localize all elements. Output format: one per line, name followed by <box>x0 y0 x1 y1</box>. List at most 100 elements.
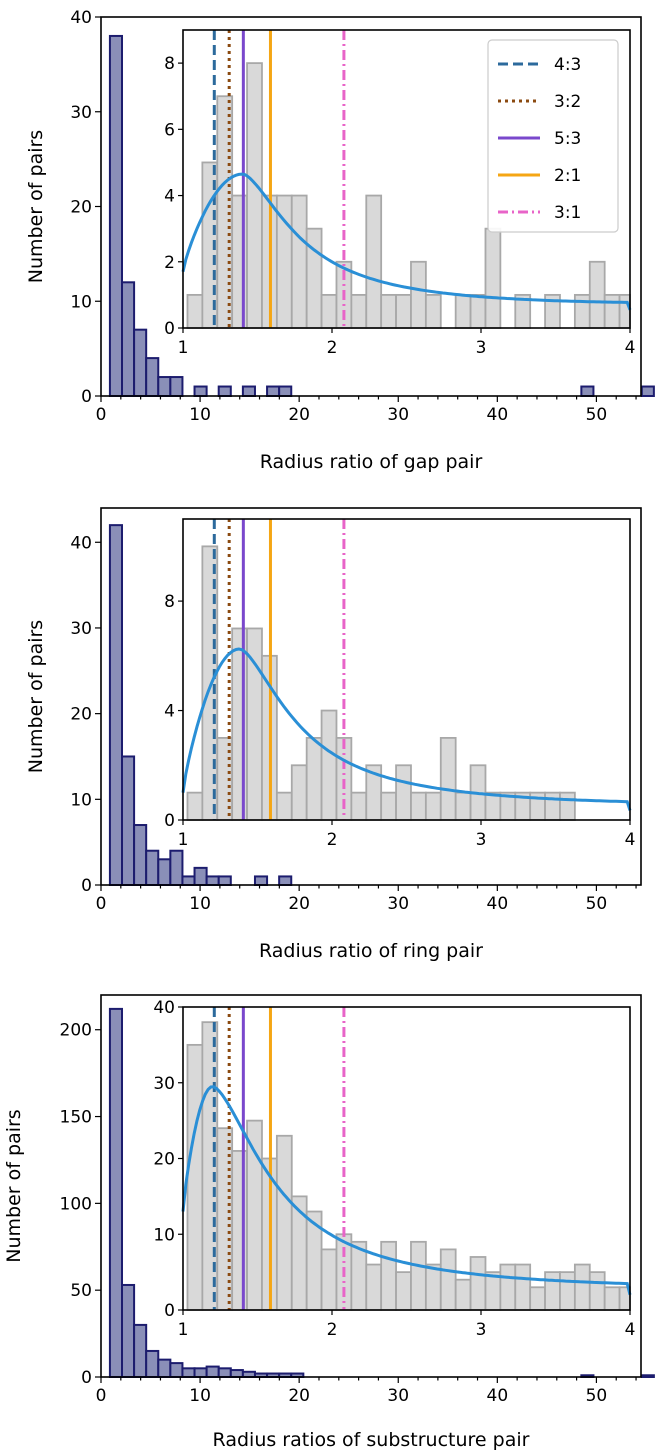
inset-x-tick-label: 4 <box>625 1320 636 1340</box>
histogram-bar <box>145 1349 160 1379</box>
histogram-bar <box>253 875 269 887</box>
x-tick-label: 30 <box>387 405 409 425</box>
histogram-bar <box>121 1283 136 1379</box>
inset-histogram-bar <box>424 791 442 821</box>
legend-box <box>487 39 619 233</box>
inset-y-tick-label: 8 <box>164 592 175 612</box>
inset-histogram-bar <box>469 293 487 329</box>
inset-histogram-bar <box>305 227 323 329</box>
inset-histogram-bar <box>320 293 338 329</box>
inset-frame <box>182 518 631 821</box>
inset-x-tick-label: 2 <box>327 338 338 358</box>
inset-y-tick-label: 10 <box>153 1225 175 1245</box>
inset-histogram-bar <box>573 293 591 329</box>
inset-histogram-bar <box>275 1134 293 1311</box>
y-tick-label: 10 <box>70 292 92 312</box>
inset-x-tick-label: 3 <box>476 338 487 358</box>
y-tick-label: 0 <box>81 387 92 407</box>
inset-y-tick-label: 0 <box>164 319 175 339</box>
inset-histogram-bar <box>514 1263 532 1311</box>
histogram-bar <box>157 1358 172 1378</box>
inset-x-tick-label: 4 <box>625 338 636 358</box>
x-axis-label: Radius ratio of ring pair <box>259 940 483 962</box>
inset-histogram-bar <box>410 791 427 821</box>
x-tick-label: 40 <box>487 1386 509 1406</box>
inset-y-tick-label: 8 <box>164 54 175 74</box>
inset-histogram-bar <box>395 1271 412 1311</box>
x-tick-label: 50 <box>586 405 608 425</box>
x-tick-label: 0 <box>96 1386 107 1406</box>
inset-histogram-bar <box>499 1263 517 1311</box>
legend-label: 4:3 <box>554 55 581 75</box>
inset-histogram-bar <box>305 737 323 821</box>
inset-frame <box>182 29 631 329</box>
histogram-bar <box>217 385 232 397</box>
inset-histogram-bar <box>588 1271 606 1311</box>
inset-histogram-bar <box>454 293 472 329</box>
inset-histogram-bar <box>365 194 383 329</box>
histogram-bar <box>241 385 256 397</box>
y-axis-label: Number of pairs <box>25 130 47 283</box>
histogram-bar <box>205 1365 220 1378</box>
histogram-bar <box>108 34 124 397</box>
inset-histogram-bar <box>588 260 606 329</box>
x-tick-label: 0 <box>96 894 107 914</box>
y-tick-label: 30 <box>70 619 92 639</box>
x-tick-label: 20 <box>288 405 310 425</box>
x-tick-label: 10 <box>189 1386 211 1406</box>
inset-histogram-bar <box>186 1043 204 1311</box>
inset-histogram-bar <box>290 1195 308 1311</box>
inset-histogram-bar <box>246 62 263 329</box>
y-tick-label: 20 <box>70 705 92 725</box>
histogram-bar <box>121 755 136 887</box>
y-axis-label: Number of pairs <box>25 620 47 773</box>
y-tick-label: 50 <box>70 1281 92 1301</box>
inset-x-tick-label: 3 <box>476 1320 487 1340</box>
inset-histogram-bar <box>573 1263 591 1311</box>
y-tick-label: 200 <box>60 1021 92 1041</box>
x-tick-label: 20 <box>288 894 310 914</box>
inset-histogram-bar <box>350 293 368 329</box>
y-axis-label: Number of pairs <box>3 1109 25 1262</box>
histogram-bar <box>133 1323 148 1378</box>
inset-y-tick-label: 20 <box>153 1150 175 1170</box>
inset-x-tick-label: 4 <box>625 830 636 850</box>
kde-curve <box>181 172 632 311</box>
histogram-bar <box>145 849 160 887</box>
y-tick-label: 0 <box>81 876 92 896</box>
histogram-bar <box>108 1007 124 1379</box>
inset-histogram-bar <box>544 1271 561 1311</box>
y-tick-label: 150 <box>60 1108 92 1128</box>
histogram-bar <box>217 1367 232 1379</box>
inset-histogram-bar <box>410 260 427 329</box>
inset-histogram-bar <box>380 1240 397 1311</box>
inset-y-tick-label: 0 <box>164 1301 175 1321</box>
histogram-bar <box>217 875 232 887</box>
inset-x-tick-label: 1 <box>178 1320 189 1340</box>
histogram-bar <box>121 281 136 397</box>
inset-histogram-bar <box>559 1271 576 1311</box>
y-tick-label: 20 <box>70 198 92 218</box>
histogram-bar <box>169 1362 184 1379</box>
inset-plot: 1 2 3 4 0 2 4 6 8 4:3 3:2 5:3 2:1 3:1 <box>164 29 636 358</box>
inset-histogram-bar <box>275 791 293 821</box>
histogram-bar <box>181 1367 196 1379</box>
inset-histogram-bar <box>410 1240 427 1311</box>
inset-histogram-bar <box>290 764 308 821</box>
legend-label: 3:2 <box>554 92 581 112</box>
x-tick-label: 10 <box>189 894 211 914</box>
inset-histogram-bar <box>186 791 204 821</box>
inset-histogram-bar <box>439 737 457 821</box>
inset-histogram-bar <box>186 293 204 329</box>
inset-x-tick-label: 2 <box>327 830 338 850</box>
histogram-bar <box>640 385 655 397</box>
inset-histogram-bar <box>380 791 397 821</box>
kde-curve <box>181 647 632 811</box>
x-tick-label: 40 <box>487 894 509 914</box>
inset-histogram-bar <box>290 194 308 329</box>
inset-histogram-bar <box>380 293 397 329</box>
y-tick-label: 30 <box>70 103 92 123</box>
histogram-bar <box>133 328 148 397</box>
